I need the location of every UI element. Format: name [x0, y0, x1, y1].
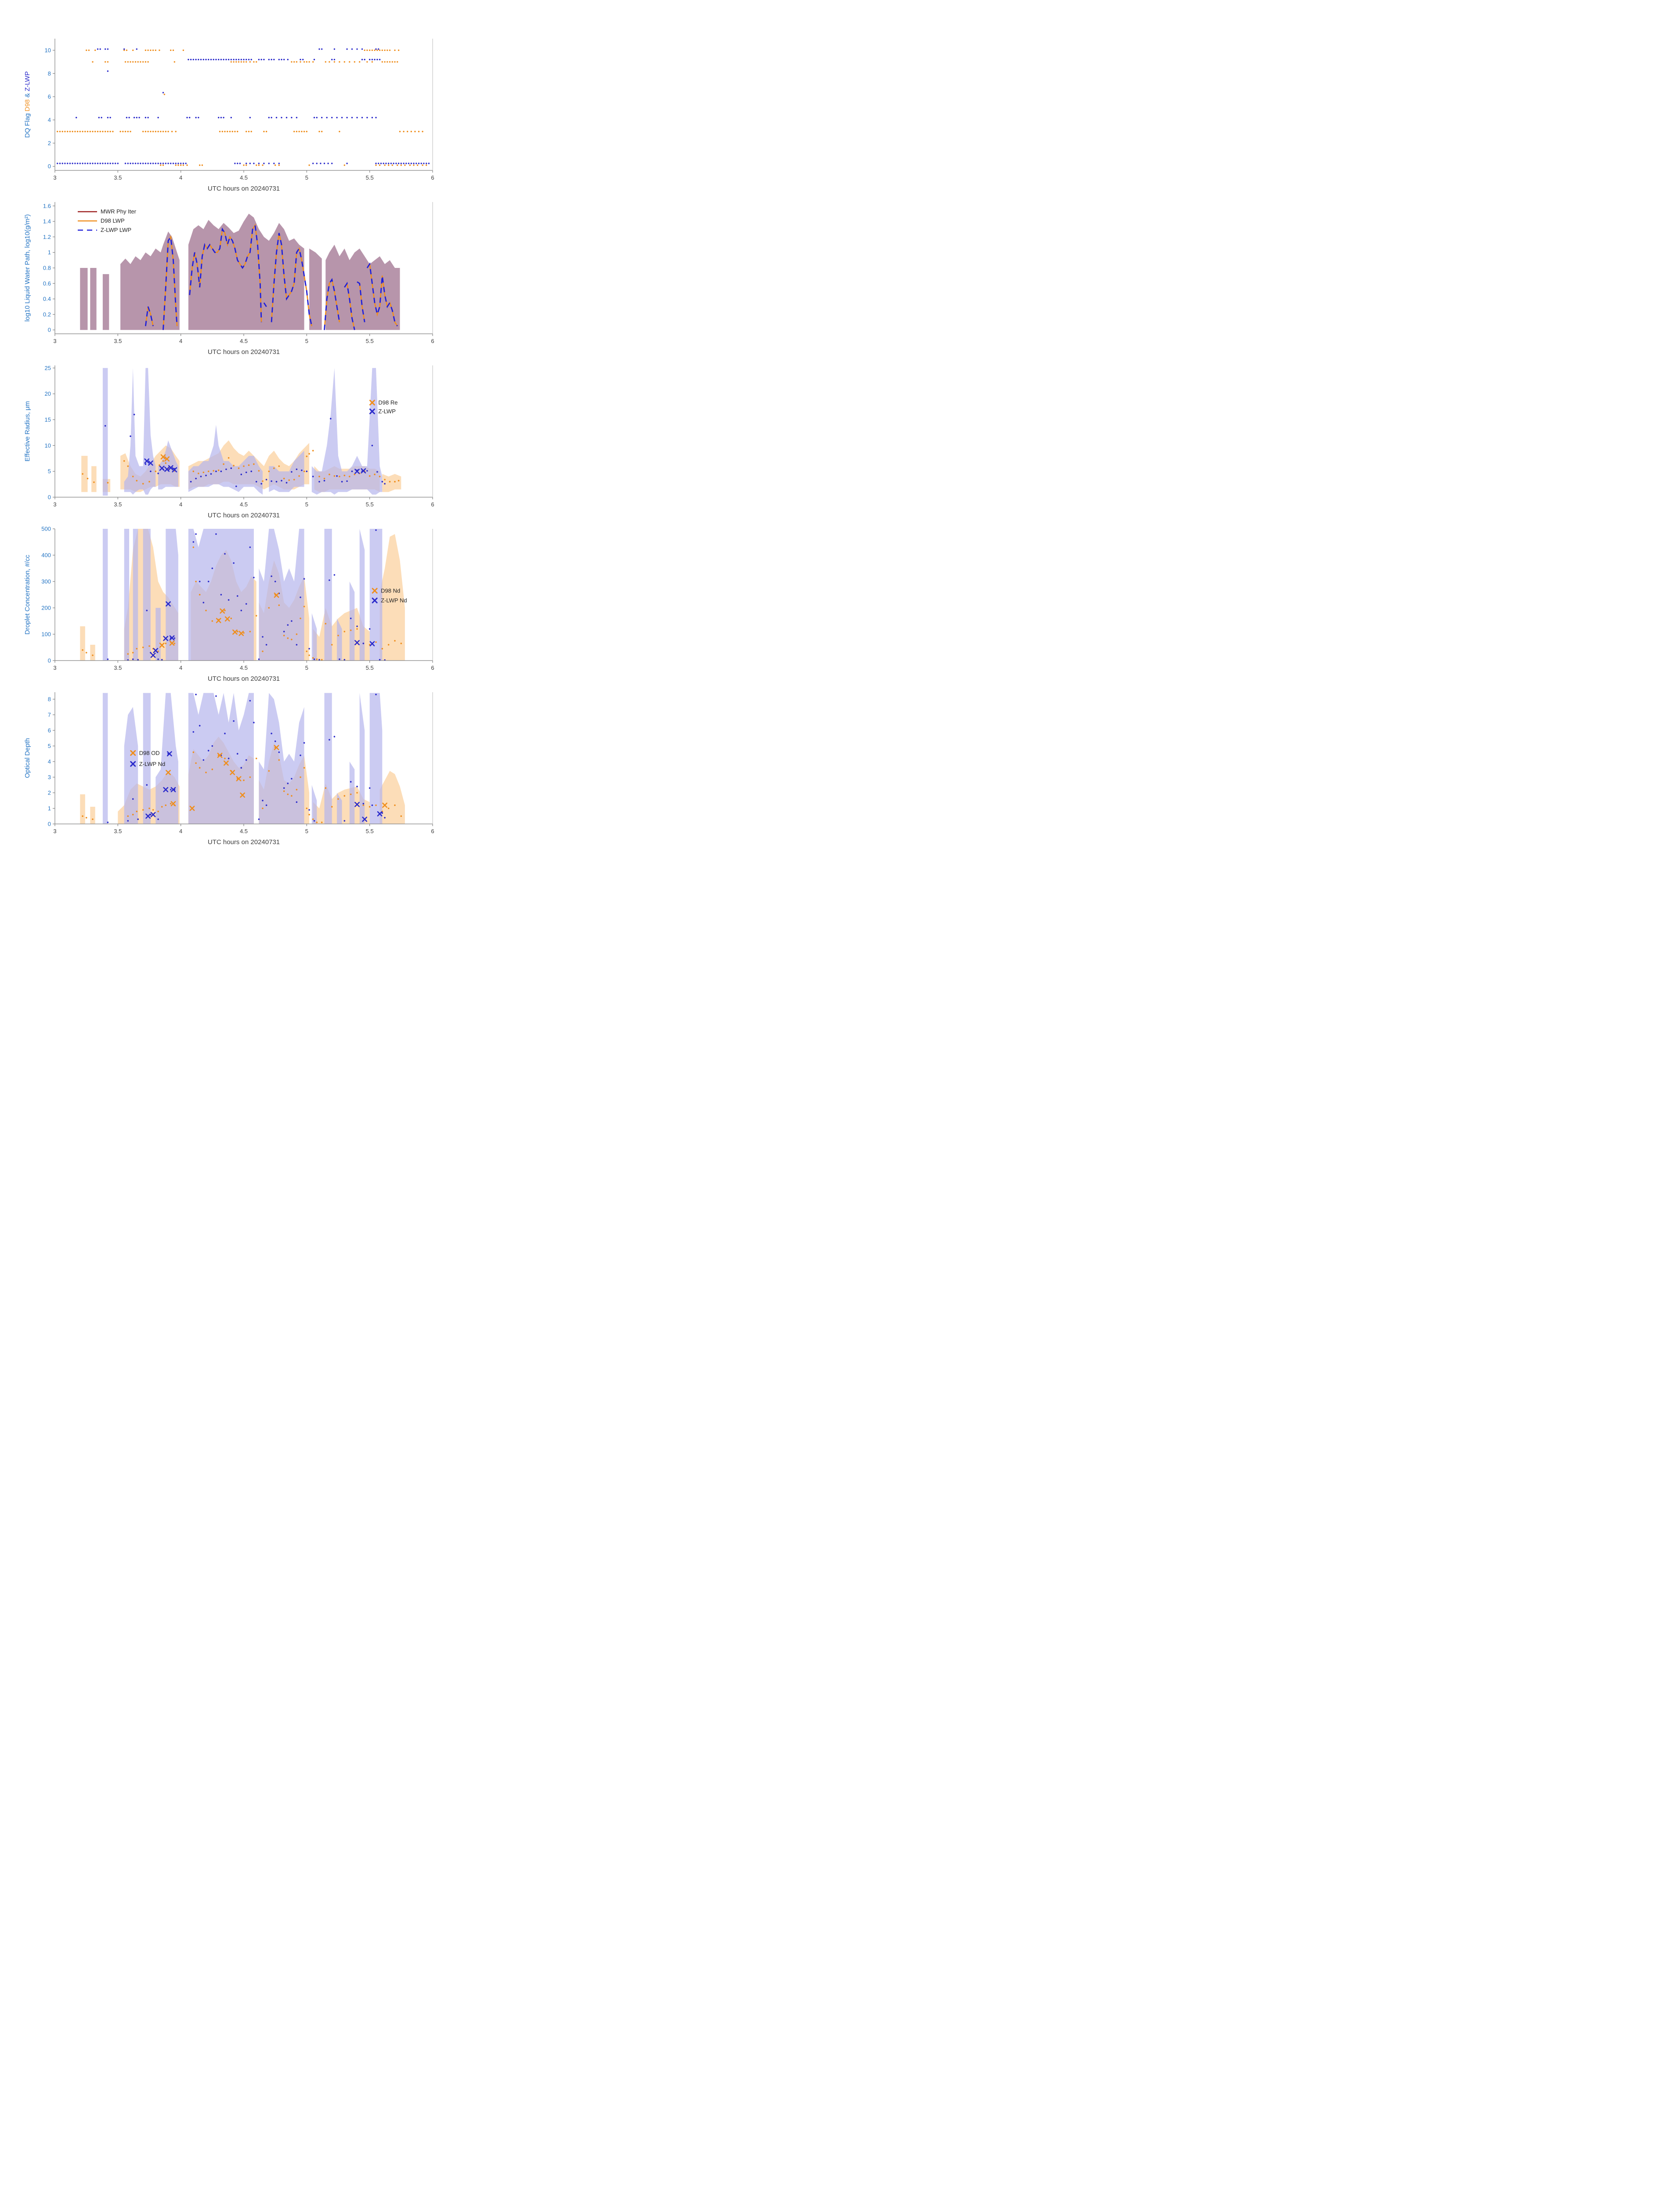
svg-text:D98 LWP: D98 LWP [101, 217, 125, 224]
svg-text:Effective Radius, μm: Effective Radius, μm [24, 401, 31, 462]
svg-text:3: 3 [53, 665, 56, 671]
svg-text:1: 1 [48, 249, 51, 256]
svg-text:3: 3 [48, 774, 51, 780]
svg-text:6: 6 [431, 828, 434, 834]
svg-text:200: 200 [41, 605, 51, 611]
svg-text:5: 5 [305, 501, 308, 508]
svg-text:4.5: 4.5 [240, 174, 248, 181]
svg-text:D98 OD: D98 OD [139, 750, 160, 756]
svg-text:4: 4 [179, 665, 182, 671]
chart-panel-liquid-water-path: 3 3.5 4 4.5 5 5.5 6 0 0.2 0.4 0.6 0.8 1 1.2 1.4 1.6 UTC … [24, 202, 434, 356]
svg-text:3: 3 [53, 501, 56, 508]
chart-panel-dq-flag: 3 3.5 4 4.5 5 5.5 6 0 2 4 6 8 10 UTC hours on 2024073… [24, 39, 434, 192]
svg-text:0.8: 0.8 [43, 265, 51, 271]
chart-panel-droplet-concentration: 3 3.5 4 4.5 5 5.5 6 0 100 200 300 400 500 UTC hours o… [24, 526, 434, 683]
svg-text:UTC hours on 20240731: UTC hours on 20240731 [208, 512, 280, 519]
svg-text:5: 5 [305, 828, 308, 834]
svg-text:3.5: 3.5 [114, 665, 122, 671]
svg-text:4.5: 4.5 [240, 828, 248, 834]
svg-text:6: 6 [48, 94, 51, 100]
svg-text:0: 0 [48, 163, 51, 170]
svg-text:400: 400 [41, 552, 51, 559]
chart-panel-effective-radius: 3 3.5 4 4.5 5 5.5 6 0 5 10 15 20 25 UTC hours on 2024… [24, 365, 434, 519]
svg-text:5: 5 [305, 174, 308, 181]
svg-text:0.4: 0.4 [43, 296, 51, 302]
svg-text:1.6: 1.6 [43, 202, 51, 209]
svg-text:5: 5 [305, 338, 308, 344]
svg-text:4: 4 [179, 501, 182, 508]
svg-text:4: 4 [179, 828, 182, 834]
svg-text:Z-LWP Nd: Z-LWP Nd [139, 761, 165, 767]
svg-text:5.5: 5.5 [366, 501, 374, 508]
svg-text:D98 Re: D98 Re [378, 399, 397, 406]
svg-text:6: 6 [431, 338, 434, 344]
svg-text:5: 5 [48, 468, 51, 475]
svg-text:MWR Phy Iter: MWR Phy Iter [101, 208, 137, 215]
svg-text:UTC hours on 20240731: UTC hours on 20240731 [208, 185, 280, 192]
svg-text:5: 5 [305, 665, 308, 671]
svg-text:500: 500 [41, 526, 51, 532]
svg-text:10: 10 [45, 47, 51, 54]
svg-text:D98 Nd: D98 Nd [381, 588, 400, 594]
svg-text:4: 4 [48, 758, 51, 765]
svg-text:3: 3 [53, 338, 56, 344]
svg-text:5.5: 5.5 [366, 665, 374, 671]
svg-text:10: 10 [45, 442, 51, 449]
svg-text:UTC hours on 20240731: UTC hours on 20240731 [208, 675, 280, 683]
svg-text:3.5: 3.5 [114, 828, 122, 834]
svg-text:4.5: 4.5 [240, 501, 248, 508]
svg-text:5: 5 [48, 743, 51, 749]
svg-text:UTC hours on 20240731: UTC hours on 20240731 [208, 838, 280, 846]
svg-text:4: 4 [48, 117, 51, 123]
svg-text:25: 25 [45, 365, 51, 371]
svg-text:300: 300 [41, 578, 51, 585]
figure-canvas: 3 3.5 4 4.5 5 5.5 6 0 2 4 6 8 10 UTC hours on 2024073… [0, 0, 560, 878]
svg-text:0: 0 [48, 327, 51, 333]
chart-panel-optical-depth: 3 3.5 4 4.5 5 5.5 6 0 1 2 3 4 5 6 7 8 UTC hours on 20240… [24, 692, 434, 846]
svg-text:Droplet Concentration, #/cc: Droplet Concentration, #/cc [24, 555, 31, 635]
svg-text:DQ Flag D98 & Z-LWP: DQ Flag D98 & Z-LWP [24, 71, 31, 137]
svg-text:7: 7 [48, 712, 51, 718]
svg-text:Z-LWP Nd: Z-LWP Nd [381, 597, 407, 604]
svg-text:100: 100 [41, 631, 51, 638]
svg-text:3.5: 3.5 [114, 338, 122, 344]
svg-text:log10 Liquid Water Path, log10: log10 Liquid Water Path, log10(g/m²) [24, 214, 31, 322]
svg-text:5.5: 5.5 [366, 828, 374, 834]
svg-text:Optical Depth: Optical Depth [24, 738, 31, 778]
svg-text:4.5: 4.5 [240, 665, 248, 671]
svg-text:2: 2 [48, 789, 51, 796]
svg-text:5.5: 5.5 [366, 174, 374, 181]
svg-text:0: 0 [48, 821, 51, 827]
svg-text:3.5: 3.5 [114, 174, 122, 181]
svg-text:Z-LWP: Z-LWP [378, 408, 395, 415]
svg-text:1: 1 [48, 805, 51, 812]
svg-text:4: 4 [179, 338, 182, 344]
svg-text:20: 20 [45, 390, 51, 397]
svg-text:3: 3 [53, 828, 56, 834]
svg-text:1.4: 1.4 [43, 218, 51, 225]
svg-text:1.2: 1.2 [43, 234, 51, 240]
svg-text:UTC hours on 20240731: UTC hours on 20240731 [208, 348, 280, 356]
svg-text:5.5: 5.5 [366, 338, 374, 344]
svg-text:15: 15 [45, 416, 51, 423]
svg-text:6: 6 [431, 174, 434, 181]
svg-text:3: 3 [53, 174, 56, 181]
svg-text:0.2: 0.2 [43, 311, 51, 318]
svg-text:3.5: 3.5 [114, 501, 122, 508]
svg-text:0.6: 0.6 [43, 280, 51, 287]
svg-text:2: 2 [48, 140, 51, 146]
svg-text:4.5: 4.5 [240, 338, 248, 344]
svg-text:4: 4 [179, 174, 182, 181]
svg-text:6: 6 [48, 727, 51, 733]
svg-text:8: 8 [48, 696, 51, 702]
svg-text:6: 6 [431, 665, 434, 671]
svg-text:0: 0 [48, 494, 51, 501]
svg-text:0: 0 [48, 657, 51, 664]
svg-text:Z-LWP LWP: Z-LWP LWP [101, 227, 131, 233]
svg-text:8: 8 [48, 70, 51, 77]
svg-text:6: 6 [431, 501, 434, 508]
